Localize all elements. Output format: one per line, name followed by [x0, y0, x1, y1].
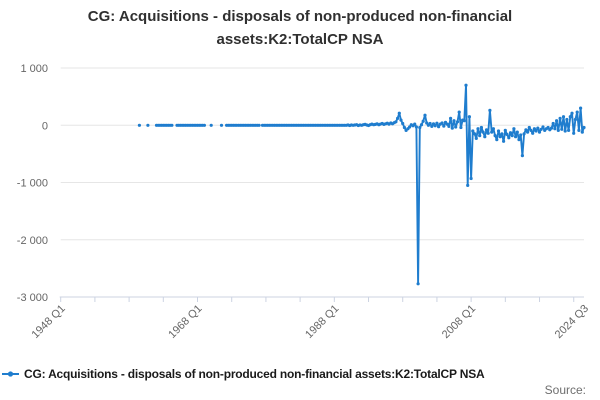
legend-item[interactable]: CG: Acquisitions - disposals of non-prod… [2, 366, 485, 382]
y-tick-label: 1 000 [20, 63, 48, 75]
source-label: Source: [544, 383, 586, 397]
y-tick-label: -1 000 [17, 178, 48, 190]
data-point [146, 123, 150, 127]
x-tick-label: 1988 Q1 [303, 303, 341, 341]
series-line [261, 84, 585, 285]
data-point [219, 123, 224, 127]
x-tick-label: 1948 Q1 [29, 303, 67, 341]
y-tick-label: -2 000 [17, 235, 48, 247]
y-tick-label: -3 000 [17, 292, 48, 304]
chart-title: CG: Acquisitions - disposals of non-prod… [0, 6, 600, 51]
chart-title-line2: assets:K2:TotalCP NSA [216, 30, 384, 48]
x-tick-label: 1968 Q1 [166, 303, 204, 341]
legend-label: CG: Acquisitions - disposals of non-prod… [24, 367, 485, 381]
x-tick-label: 2024 Q3 [553, 303, 591, 341]
x-tick-label: 2008 Q1 [440, 303, 478, 341]
legend-line-marker-icon [2, 371, 19, 377]
data-point [137, 123, 141, 127]
y-tick-label: 0 [42, 120, 48, 132]
chart-title-line1: CG: Acquisitions - disposals of non-prod… [87, 8, 513, 25]
data-point [209, 123, 213, 127]
